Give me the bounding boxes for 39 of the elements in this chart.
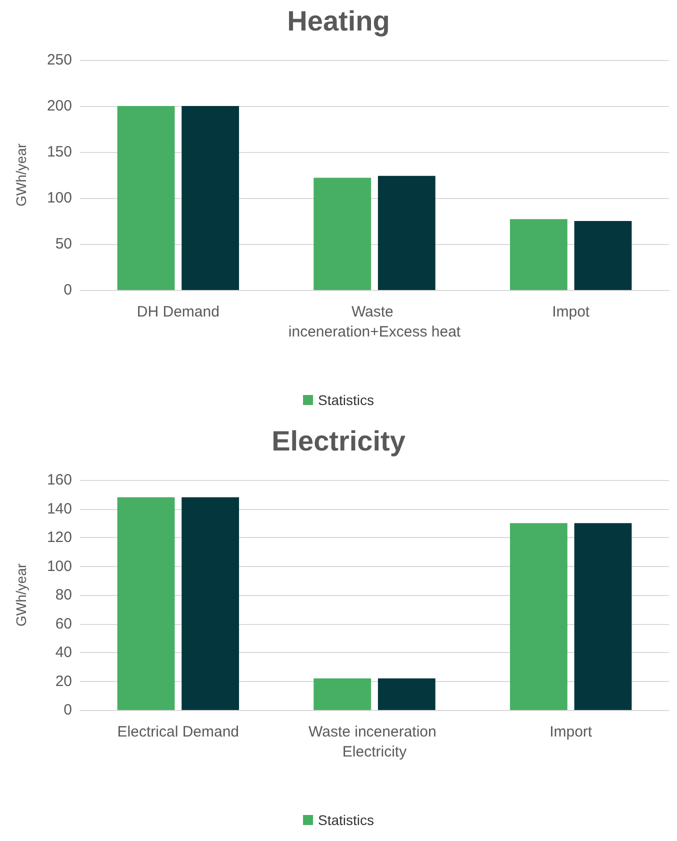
y-tick-label: 100 [46, 190, 72, 206]
y-tick-label: 0 [64, 282, 72, 298]
legend-label: Statistics [318, 812, 374, 828]
bar [182, 106, 240, 290]
chart-title: Electricity [272, 426, 406, 456]
x-tick-label: DH Demand [136, 304, 220, 320]
x-tick-label: Impot [552, 304, 590, 320]
x-tick-label: Waste inceneration+Excess heat [288, 304, 462, 340]
bar [574, 221, 632, 290]
bar [510, 219, 568, 290]
y-tick-label: 250 [46, 52, 72, 68]
x-tick-label: Waste inceneration Electricity [308, 724, 441, 760]
y-axis-title: GWh/year [13, 143, 29, 207]
legend-label: Statistics [318, 392, 374, 408]
y-tick-label: 120 [46, 529, 72, 546]
bar [117, 497, 175, 710]
y-tick-label: 20 [55, 672, 72, 690]
y-tick-label: 100 [46, 558, 72, 575]
bar [378, 678, 436, 710]
y-axis-title: GWh/year [13, 563, 29, 627]
y-tick-label: 80 [55, 586, 72, 604]
bar [510, 523, 568, 710]
x-tick-label: Electrical Demand [117, 724, 240, 740]
bar [314, 178, 372, 290]
bar [182, 497, 240, 710]
y-tick-label: 150 [46, 144, 72, 160]
bar [378, 176, 436, 290]
y-tick-label: 60 [55, 615, 72, 632]
chart-title: Heating [287, 6, 390, 36]
y-tick-label: 50 [55, 236, 72, 252]
bar [574, 523, 632, 710]
bar [314, 678, 372, 710]
y-tick-label: 40 [55, 644, 72, 661]
bar [117, 106, 175, 290]
x-tick-label: Import [550, 724, 593, 740]
y-tick-label: 140 [46, 500, 72, 518]
y-tick-label: 160 [46, 472, 72, 488]
y-tick-label: 0 [64, 702, 72, 718]
y-tick-label: 200 [46, 98, 72, 114]
